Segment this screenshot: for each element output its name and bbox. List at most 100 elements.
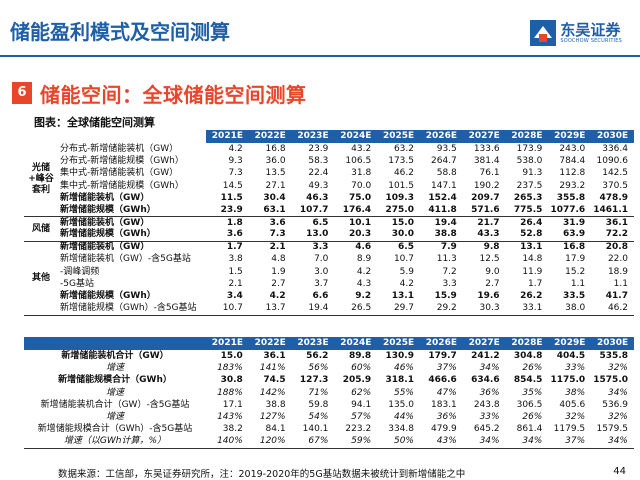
table-row: 新增储能规模（GWh） 3.6 7.3 13.0 20.3 30.0 38.8 43.3 52.… <box>24 229 634 242</box>
cell-value: 10.1 <box>348 217 372 228</box>
table-row: 增速 143% 127% 54% 57% 44% 36% 33% 26% 32% 32% <box>24 411 634 423</box>
section-number: 6 <box>12 82 32 104</box>
group-label: 其他 <box>24 241 58 316</box>
cell-value: 3.3 <box>312 242 329 253</box>
cell-value: 35% <box>522 387 543 398</box>
table-row: 新增储能规模合计（GWh）-含5G基站 38.2 84.1 140.1 223.2 334… <box>24 424 634 436</box>
row-label: -调峰调频 <box>60 266 100 277</box>
cell-value: 59% <box>334 436 378 449</box>
cell-value: 183.1 <box>431 399 457 410</box>
cell-value: 32% <box>565 412 586 423</box>
cell-value: 381.4 <box>473 155 500 166</box>
cell-value: 109.3 <box>385 192 414 203</box>
cell-value: 31.9 <box>562 217 586 228</box>
table-row: 风储 新增储能装机（GW） 1.8 3.6 6.5 10.1 15.0 19.4 21.7 26.… <box>24 216 634 242</box>
cell-value: 57% <box>351 412 372 423</box>
cell-value: 33.1 <box>505 302 549 316</box>
cell-value: 37% <box>548 436 592 449</box>
cell-value: 1575.0 <box>593 375 628 386</box>
cell-value: 147.1 <box>431 180 457 191</box>
table-row: 其他 新增储能装机（GW） 1.7 2.1 3.3 4.6 6.5 7.9 9.8 13.1 16.… <box>24 241 634 316</box>
cell-value: 265.3 <box>513 192 543 203</box>
cell-value: 404.5 <box>556 350 586 361</box>
cell-value: 306.5 <box>516 399 543 410</box>
cell-value: 14.8 <box>522 254 543 265</box>
cell-value: 34% <box>479 362 500 373</box>
cell-value: 1175.0 <box>550 375 586 386</box>
row-label: 新增储能规模（GWh） <box>60 291 156 302</box>
cell-value: 127% <box>259 412 286 423</box>
cell-value: 11.5 <box>220 192 243 203</box>
cell-value: 209.7 <box>471 192 500 203</box>
cell-value: 20.8 <box>605 242 628 253</box>
cell-value: 334.8 <box>388 424 414 435</box>
cell-value: 275.0 <box>377 204 420 218</box>
table-row: -5G基站 2.1 2.7 3.7 4.3 4.2 3.3 2.7 1.7 1.1 1.1 <box>24 278 634 290</box>
cell-value: 93.5 <box>436 143 457 154</box>
cell-value: 72.2 <box>591 229 634 242</box>
cell-value: 466.6 <box>428 375 457 386</box>
cell-value: 7.0 <box>314 254 329 265</box>
cell-value: 538.0 <box>516 155 543 166</box>
cell-value: 861.4 <box>516 424 543 435</box>
year-header: 2030E <box>591 130 634 143</box>
cell-value: 27.1 <box>265 180 286 191</box>
cell-value: 10.7 <box>206 302 249 316</box>
cell-value: 38.0 <box>548 302 592 316</box>
cell-value: 130.9 <box>385 350 414 361</box>
cell-value: 33% <box>479 412 500 423</box>
storage-table-totals: 2021E 2022E 2023E 2024E 2025E 2026E 2027E 2028E… <box>24 337 634 449</box>
cell-value: 36% <box>436 412 457 423</box>
cell-value: 6.6 <box>312 291 329 302</box>
cell-value: 15.0 <box>220 350 243 361</box>
cell-value: 2.1 <box>269 242 286 253</box>
cell-value: 8.9 <box>356 254 372 265</box>
cell-value: 243.0 <box>559 143 586 154</box>
cell-value: 30.0 <box>377 229 420 242</box>
cell-value: 411.8 <box>419 204 463 218</box>
cell-value: 20.3 <box>334 229 378 242</box>
cell-value: 13.5 <box>265 168 286 179</box>
cell-value: 17.1 <box>222 399 243 410</box>
cell-value: 571.6 <box>462 204 506 218</box>
table-row: 集中式-新增储能装机（GW） 7.3 13.5 22.4 31.8 46.2 58.8 76.… <box>24 168 634 180</box>
cell-value: 55% <box>393 387 414 398</box>
cell-value: 237.5 <box>516 180 543 191</box>
cell-value: 101.5 <box>388 180 414 191</box>
table-row: 增速 188% 142% 71% 62% 55% 47% 36% 35% 38% 34% <box>24 387 634 399</box>
cell-value: 370.5 <box>602 180 628 191</box>
cell-value: 405.6 <box>559 399 586 410</box>
cell-value: 36% <box>479 387 500 398</box>
year-header: 2028E <box>505 130 549 143</box>
cell-value: 1.1 <box>613 278 628 289</box>
cell-value: 2.7 <box>271 278 286 289</box>
year-header: 2026E <box>419 337 463 350</box>
cell-value: 34% <box>591 436 634 449</box>
brand-name: 东吴证券 <box>560 20 621 39</box>
cell-value: 143% <box>217 412 243 423</box>
cell-value: 12.5 <box>479 254 500 265</box>
cell-value: 19.4 <box>434 217 457 228</box>
row-label: 新增储能装机合计（GW） <box>61 350 169 361</box>
cell-value: 3.6 <box>269 217 286 228</box>
cell-value: 1.7 <box>226 242 243 253</box>
cell-value: 11.9 <box>522 266 543 277</box>
cell-value: 854.5 <box>513 375 543 386</box>
cell-value: 7.3 <box>248 229 292 242</box>
cell-value: 67% <box>291 436 335 449</box>
cell-value: 26.5 <box>334 302 378 316</box>
cell-value: 52.8 <box>505 229 549 242</box>
cell-value: 26.4 <box>520 217 543 228</box>
cell-value: 89.8 <box>348 350 372 361</box>
cell-value: 63.2 <box>393 143 414 154</box>
cell-value: 63.9 <box>548 229 592 242</box>
cell-value: 22.4 <box>308 168 329 179</box>
cell-value: 13.0 <box>291 229 335 242</box>
cell-value: 19.6 <box>477 291 500 302</box>
cell-value: 4.2 <box>269 291 286 302</box>
cell-value: 50% <box>377 436 420 449</box>
cell-value: 30.4 <box>263 192 286 203</box>
cell-value: 7.2 <box>442 266 457 277</box>
cell-value: 1090.6 <box>596 155 629 166</box>
cell-value: 33% <box>565 362 586 373</box>
